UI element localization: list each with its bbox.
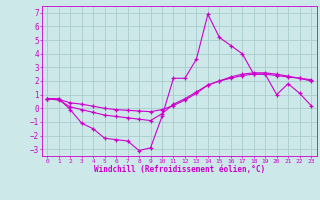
X-axis label: Windchill (Refroidissement éolien,°C): Windchill (Refroidissement éolien,°C)	[94, 165, 265, 174]
